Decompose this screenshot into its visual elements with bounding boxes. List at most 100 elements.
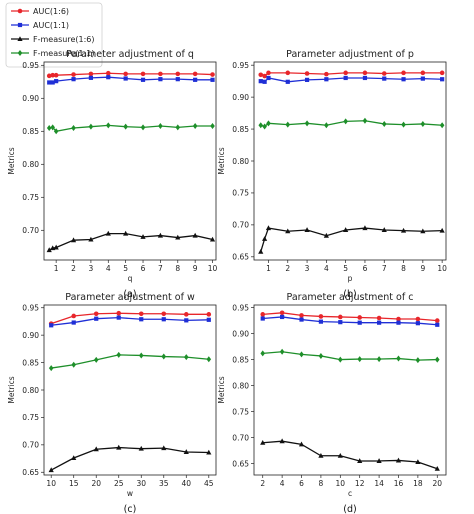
data-point [439, 122, 445, 129]
x-tick-label: 3 [89, 264, 94, 273]
x-tick-label: 7 [158, 264, 163, 273]
data-point [357, 458, 363, 463]
y-tick-label: 0.90 [232, 93, 249, 102]
data-point [304, 120, 310, 127]
panel-caption: (c) [124, 504, 137, 514]
data-point [415, 321, 420, 326]
x-tick-label: 10 [208, 264, 218, 273]
y-tick-label: 0.95 [22, 61, 39, 70]
x-tick-label: 4 [280, 479, 285, 488]
data-point [396, 316, 401, 322]
y-tick-label: 0.90 [22, 331, 39, 340]
data-point [260, 350, 266, 357]
y-tick-label: 0.75 [232, 189, 249, 198]
data-point [139, 317, 144, 322]
x-axis-label: q [128, 274, 133, 283]
data-point [381, 227, 387, 232]
data-point [280, 314, 285, 320]
data-point [123, 71, 128, 77]
y-tick-label: 0.70 [232, 221, 249, 230]
data-point [395, 457, 402, 463]
y-tick-label: 0.80 [232, 157, 249, 166]
data-point [53, 128, 59, 135]
data-point [323, 232, 329, 238]
y-tick-label: 0.70 [232, 433, 249, 442]
data-point [304, 227, 310, 232]
y-tick-label: 0.85 [232, 125, 249, 134]
data-point [175, 234, 181, 240]
data-point [338, 314, 343, 320]
data-point [175, 71, 181, 77]
x-tick-label: 6 [363, 264, 368, 273]
chart-title: Parameter adjustment of p [286, 49, 414, 60]
plot-frame [43, 304, 217, 476]
data-point [49, 323, 54, 328]
x-tick-label: 18 [413, 479, 423, 488]
y-tick-label: 0.85 [22, 358, 39, 367]
plot-frame [43, 61, 217, 261]
y-tick-label: 0.80 [232, 381, 249, 390]
data-point [285, 79, 290, 84]
data-point [262, 123, 267, 130]
series-line [51, 354, 209, 369]
data-point [116, 444, 122, 450]
x-tick-label: 30 [136, 479, 146, 488]
data-point [206, 356, 212, 363]
data-point [318, 319, 324, 324]
data-point [46, 73, 52, 79]
panel-caption: (b) [343, 289, 356, 300]
data-point [54, 79, 59, 84]
data-point [71, 455, 77, 460]
y-tick-label: 0.90 [232, 329, 249, 338]
data-point [93, 446, 99, 452]
data-point [401, 77, 406, 82]
data-point [382, 76, 387, 81]
data-point [318, 352, 324, 359]
y-tick-label: 0.65 [232, 459, 249, 468]
data-point [343, 118, 348, 125]
data-point [343, 70, 348, 76]
x-tick-label: 10 [336, 479, 346, 488]
data-point [299, 313, 304, 318]
x-tick-label: 12 [355, 479, 365, 488]
data-point [138, 445, 144, 451]
data-point [88, 71, 94, 77]
data-point [343, 75, 348, 81]
data-point [53, 244, 59, 250]
data-point [258, 72, 264, 78]
legend-label: AUC(1:1) [33, 21, 69, 30]
data-point [48, 467, 54, 473]
data-point [50, 80, 55, 85]
data-point [376, 315, 382, 321]
x-tick-label: 4 [324, 264, 329, 273]
data-point [318, 452, 324, 458]
data-point [158, 77, 163, 82]
chart-p: Parameter adjustment of p 0.65 0.70 0.75 0.8… [217, 49, 447, 300]
x-tick-label: 25 [114, 479, 124, 488]
x-tick-label: 20 [91, 479, 101, 488]
y-tick-label: 0.65 [232, 253, 249, 262]
data-point [381, 120, 387, 127]
data-point [279, 310, 285, 316]
data-point [434, 318, 440, 323]
data-point [258, 79, 263, 84]
y-tick-label: 0.70 [22, 441, 39, 450]
data-point [266, 75, 271, 81]
data-point [175, 124, 181, 131]
chart-title: Parameter adjustment of q [66, 49, 194, 60]
data-point [50, 124, 55, 131]
data-point [260, 439, 266, 445]
x-tick-label: 5 [123, 264, 128, 273]
series-line [51, 316, 209, 326]
data-point [400, 227, 407, 233]
data-point [71, 361, 77, 368]
chart-title: Parameter adjustment of w [65, 292, 195, 303]
x-tick-label: 10 [46, 479, 56, 488]
x-tick-label: 45 [204, 479, 214, 488]
legend: AUC(1:6) AUC(1:1) F-measure(1:6) F-measure(… [5, 2, 103, 68]
x-tick-label: 2 [71, 264, 76, 273]
data-point [337, 452, 343, 458]
data-point [93, 311, 99, 317]
data-point [285, 70, 291, 76]
